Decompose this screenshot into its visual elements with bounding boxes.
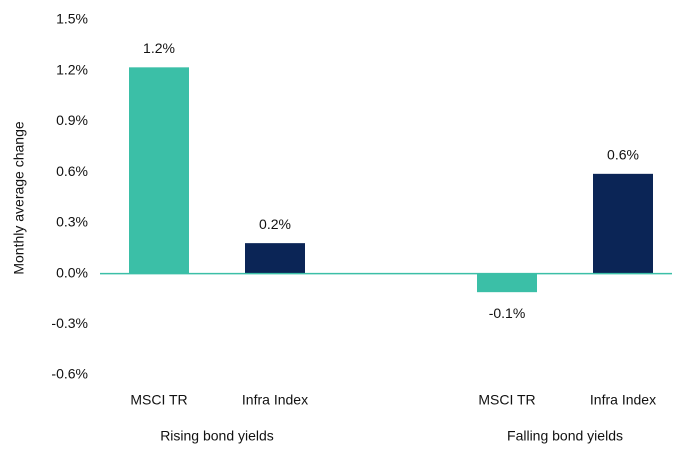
y-tick-label: 0.6%	[56, 163, 88, 179]
y-tick-label: 1.5%	[56, 11, 88, 27]
data-label: 0.6%	[607, 147, 639, 163]
group-label: Falling bond yields	[507, 428, 623, 444]
y-tick-label: 1.2%	[56, 61, 88, 77]
x-tick-label: Infra Index	[590, 392, 656, 408]
bar	[129, 67, 189, 274]
y-tick-label: 0.3%	[56, 214, 88, 230]
data-label: 0.2%	[259, 216, 291, 232]
y-tick-label: 0.9%	[56, 112, 88, 128]
y-tick-label: -0.3%	[51, 315, 88, 331]
bar	[593, 173, 653, 274]
data-label: -0.1%	[489, 305, 526, 321]
y-axis-label: Monthly average change	[11, 121, 27, 275]
data-label: 1.2%	[143, 40, 175, 56]
x-tick-label: Infra Index	[242, 392, 308, 408]
group-label: Rising bond yields	[160, 428, 274, 444]
y-tick-label: 0.0%	[56, 264, 88, 280]
y-tick-label: -0.6%	[51, 366, 88, 382]
bar	[477, 273, 537, 293]
bar	[245, 243, 305, 274]
x-tick-label: MSCI TR	[130, 392, 187, 408]
x-tick-label: MSCI TR	[478, 392, 535, 408]
